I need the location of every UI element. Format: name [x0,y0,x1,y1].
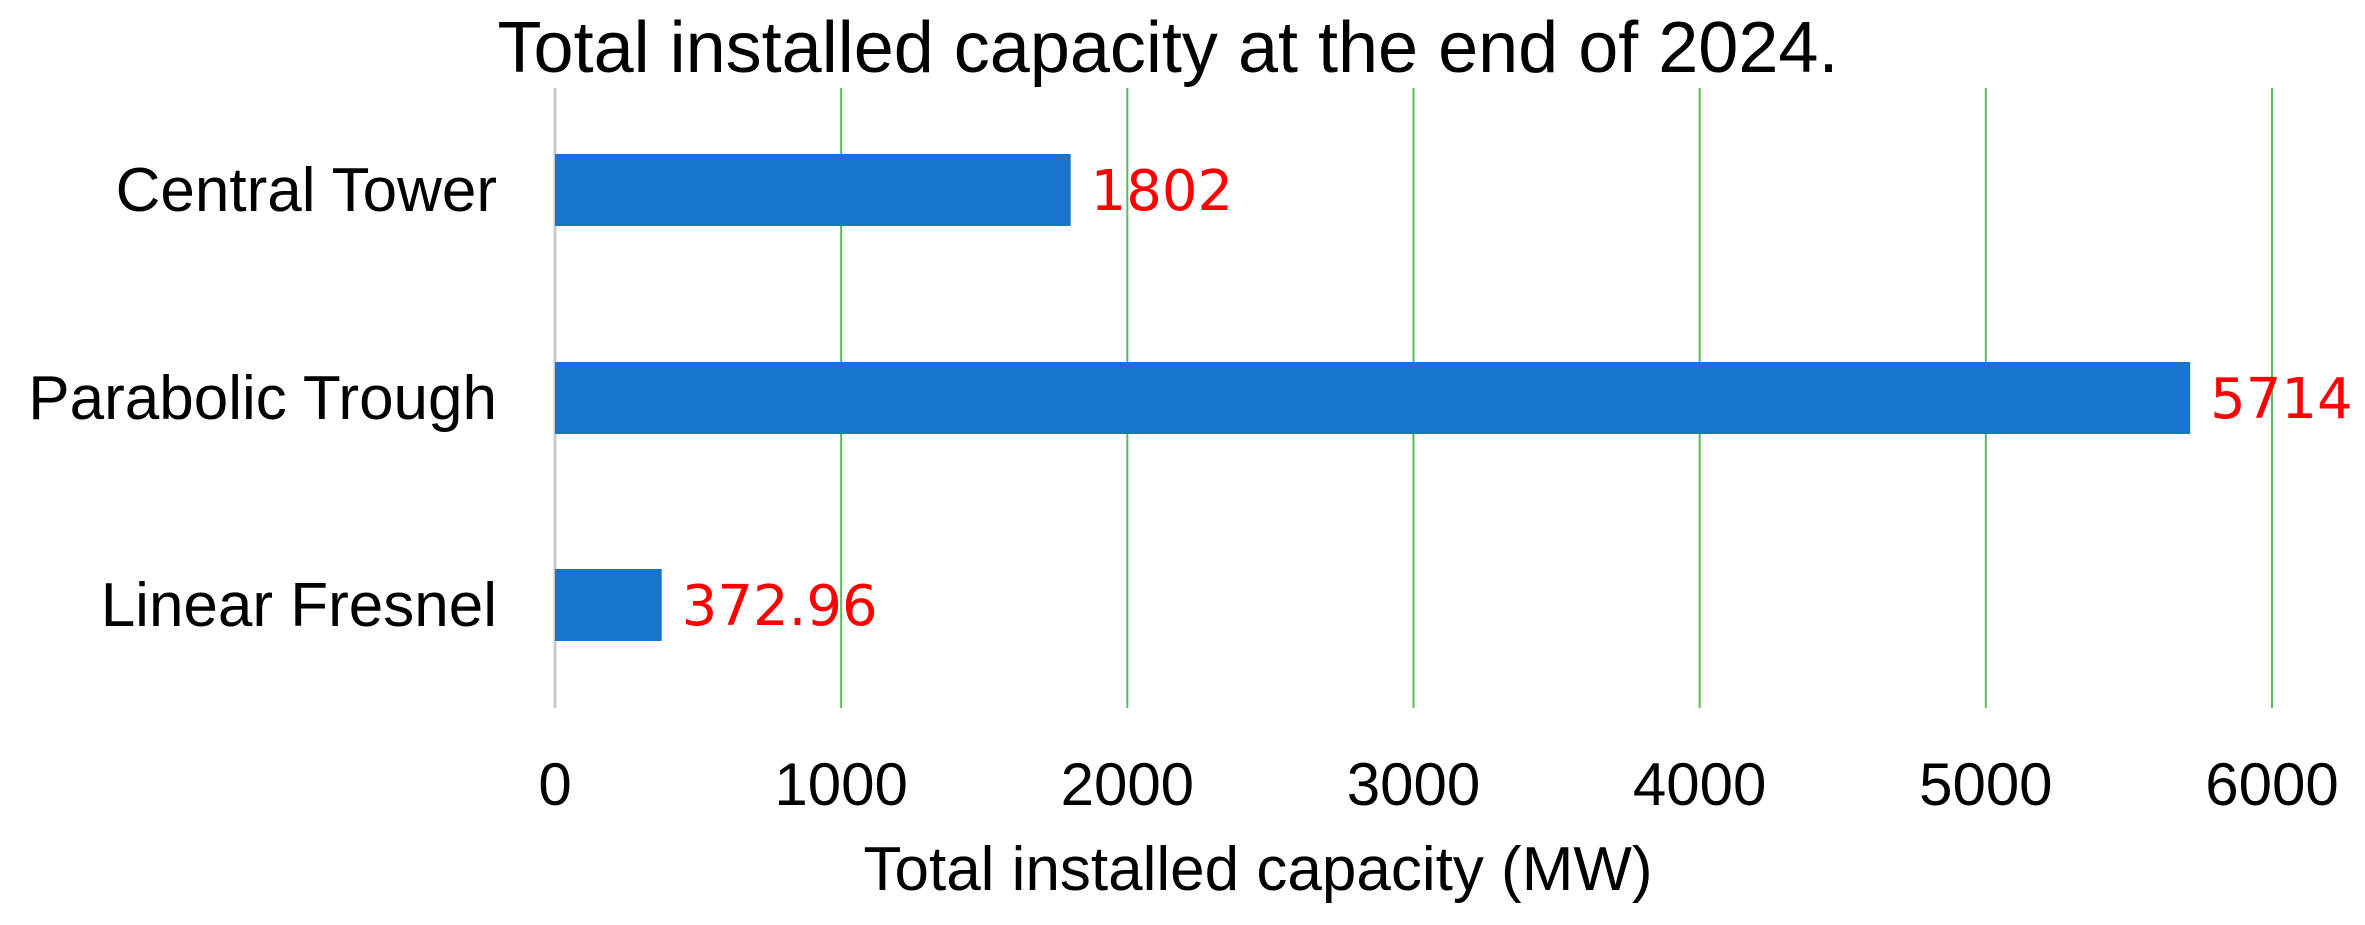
chart-title: Total installed capacity at the end of 2… [498,8,1839,88]
bars [555,154,2191,641]
data-label: 372.96 [682,574,878,639]
x-tick-label: 6000 [2205,751,2338,818]
x-tick-label: 2000 [1061,751,1194,818]
data-label: 5714 [2210,367,2353,432]
x-tick-label: 0 [538,751,571,818]
y-category-label: Central Tower [116,156,497,225]
bar [555,154,1071,226]
y-category-label: Linear Fresnel [101,571,497,640]
labels: 0 1000 2000 3000 4000 5000 6000 Central Tower 18… [28,156,2352,818]
x-tick-label: 1000 [774,751,907,818]
x-tick-label: 4000 [1633,751,1766,818]
bar [555,362,2191,434]
bar [555,569,662,641]
x-tick-label: 5000 [1919,751,2052,818]
x-tick-label: 3000 [1347,751,1480,818]
x-axis-title: Total installed capacity (MW) [863,835,1652,904]
y-category-label: Parabolic Trough [28,364,497,433]
data-label: 1802 [1091,159,1234,224]
